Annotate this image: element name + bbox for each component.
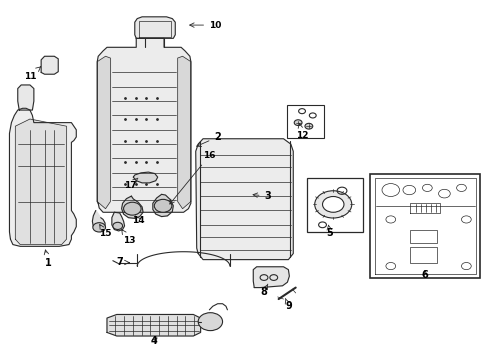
Bar xyxy=(369,174,479,278)
Polygon shape xyxy=(122,196,143,219)
Text: 7: 7 xyxy=(117,257,129,267)
Polygon shape xyxy=(9,108,76,246)
Bar xyxy=(287,105,324,138)
Text: 2: 2 xyxy=(196,132,221,147)
Circle shape xyxy=(113,222,122,229)
Circle shape xyxy=(123,202,141,215)
Circle shape xyxy=(305,123,312,129)
Circle shape xyxy=(154,199,171,212)
Text: 8: 8 xyxy=(260,284,267,297)
Polygon shape xyxy=(133,172,158,183)
Bar xyxy=(409,230,436,243)
Text: 14: 14 xyxy=(132,216,144,225)
Polygon shape xyxy=(112,212,124,231)
Text: 15: 15 xyxy=(99,225,111,238)
Circle shape xyxy=(294,120,302,126)
Polygon shape xyxy=(107,315,200,336)
Polygon shape xyxy=(177,56,190,209)
Text: 1: 1 xyxy=(44,250,52,268)
Text: 4: 4 xyxy=(151,336,157,346)
Text: 13: 13 xyxy=(122,230,135,245)
Text: 17: 17 xyxy=(123,178,138,190)
Polygon shape xyxy=(97,56,110,209)
Polygon shape xyxy=(374,178,475,274)
Text: 11: 11 xyxy=(23,67,41,81)
Text: 9: 9 xyxy=(285,298,291,311)
Text: 10: 10 xyxy=(189,21,221,30)
Polygon shape xyxy=(135,17,175,39)
Circle shape xyxy=(314,191,351,218)
Text: 16: 16 xyxy=(169,151,215,204)
Bar xyxy=(409,247,436,263)
Text: 3: 3 xyxy=(253,191,271,201)
Polygon shape xyxy=(92,211,105,231)
Polygon shape xyxy=(15,119,66,244)
Polygon shape xyxy=(97,39,190,212)
Polygon shape xyxy=(18,85,34,110)
Bar xyxy=(306,178,362,232)
Polygon shape xyxy=(253,267,289,288)
Circle shape xyxy=(198,313,222,330)
Circle shape xyxy=(322,197,343,212)
Polygon shape xyxy=(153,194,173,217)
Polygon shape xyxy=(195,139,293,260)
Text: 5: 5 xyxy=(326,225,332,238)
Polygon shape xyxy=(41,56,58,74)
Text: 6: 6 xyxy=(421,270,427,280)
Circle shape xyxy=(93,223,105,232)
Polygon shape xyxy=(409,203,439,213)
Text: 12: 12 xyxy=(295,123,307,140)
